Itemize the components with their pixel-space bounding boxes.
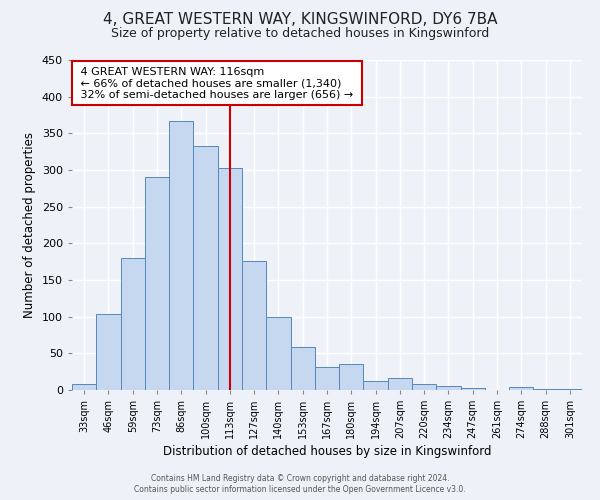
- Text: Size of property relative to detached houses in Kingswinford: Size of property relative to detached ho…: [111, 28, 489, 40]
- Text: 4 GREAT WESTERN WAY: 116sqm 
 ← 66% of detached houses are smaller (1,340) 
 32%: 4 GREAT WESTERN WAY: 116sqm ← 66% of det…: [77, 66, 357, 100]
- Bar: [388, 378, 412, 390]
- Bar: [364, 381, 388, 390]
- Bar: [533, 388, 558, 390]
- Bar: [96, 314, 121, 390]
- Bar: [193, 146, 218, 390]
- Bar: [436, 386, 461, 390]
- Bar: [315, 366, 339, 390]
- X-axis label: Distribution of detached houses by size in Kingswinford: Distribution of detached houses by size …: [163, 446, 491, 458]
- Bar: [290, 348, 315, 390]
- Bar: [169, 121, 193, 390]
- Bar: [242, 261, 266, 390]
- Bar: [509, 387, 533, 390]
- Bar: [412, 384, 436, 390]
- Bar: [339, 364, 364, 390]
- Bar: [218, 168, 242, 390]
- Bar: [121, 258, 145, 390]
- Bar: [461, 388, 485, 390]
- Bar: [145, 178, 169, 390]
- Y-axis label: Number of detached properties: Number of detached properties: [23, 132, 36, 318]
- Text: Contains HM Land Registry data © Crown copyright and database right 2024.
Contai: Contains HM Land Registry data © Crown c…: [134, 474, 466, 494]
- Bar: [72, 384, 96, 390]
- Bar: [558, 388, 582, 390]
- Text: 4, GREAT WESTERN WAY, KINGSWINFORD, DY6 7BA: 4, GREAT WESTERN WAY, KINGSWINFORD, DY6 …: [103, 12, 497, 28]
- Bar: [266, 316, 290, 390]
